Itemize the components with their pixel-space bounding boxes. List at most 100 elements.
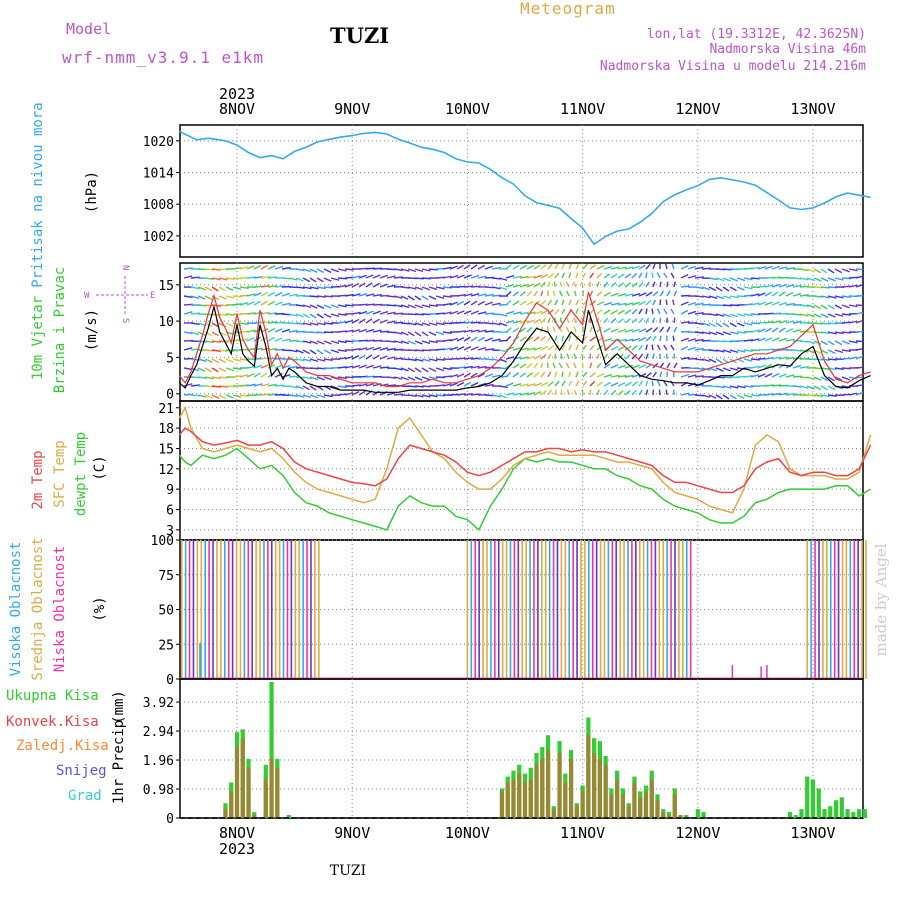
wind-arrow xyxy=(526,372,534,378)
wind-arrow xyxy=(393,304,403,308)
wind-arrow xyxy=(274,265,284,270)
wind-arrow xyxy=(792,328,802,333)
wind-arrow xyxy=(540,326,544,333)
wind-arrow xyxy=(218,349,228,352)
wind-arrow xyxy=(656,272,661,279)
wind-arrow xyxy=(785,267,795,270)
wind-arrow xyxy=(330,277,340,281)
precip-conv-bar xyxy=(620,794,626,818)
precip-conv-bar xyxy=(603,764,608,818)
wind-arrow xyxy=(560,353,563,360)
precip-total-bar xyxy=(793,815,798,818)
pressure-line xyxy=(179,130,871,246)
wind-arrow xyxy=(449,374,459,378)
wind-arrow xyxy=(512,300,520,306)
wind-arrow xyxy=(393,340,403,344)
wind-arrow xyxy=(421,268,431,272)
wind-arrow xyxy=(267,321,277,324)
wind-arrow xyxy=(484,373,493,378)
precip-total-bar xyxy=(701,812,706,818)
wind-arrow xyxy=(225,367,235,372)
wind-arrow xyxy=(659,335,662,342)
wind-arrow xyxy=(372,318,380,324)
wind-arrow xyxy=(365,328,375,333)
wind-arrow xyxy=(365,310,374,315)
day-label-bottom: 13NOV xyxy=(790,824,835,842)
wind-arrow xyxy=(470,264,478,270)
wind-arrow xyxy=(505,274,515,279)
wind-arrow xyxy=(603,265,613,270)
wind-arrow xyxy=(449,265,458,270)
wind-arrow xyxy=(855,311,863,315)
wind-arrow xyxy=(848,392,858,396)
y-tick-label: 0 xyxy=(166,388,174,403)
wind-arrow xyxy=(848,284,858,288)
wind-arrow xyxy=(323,394,333,398)
wind-arrow xyxy=(309,304,318,309)
day-label-bottom: 11NOV xyxy=(560,824,605,842)
wind-arrow xyxy=(330,340,340,345)
wind-arrow xyxy=(582,344,587,351)
wind-arrow xyxy=(722,385,732,389)
wind-arrow xyxy=(526,264,535,270)
wind-arrow xyxy=(659,281,662,288)
wind-arrow xyxy=(211,394,220,400)
wind-arrow xyxy=(617,374,627,378)
wind-arrow xyxy=(841,376,850,381)
precip-conv-bar xyxy=(263,779,268,818)
wind-arrow xyxy=(183,275,193,279)
wind-arrow xyxy=(218,358,227,364)
wind-arrow xyxy=(295,349,304,354)
wind-arrow xyxy=(827,331,837,335)
year-bottom: 2023 xyxy=(219,840,255,858)
wind-arrow xyxy=(211,358,220,364)
wind-arrow xyxy=(421,286,431,291)
y-tick-label: 0 xyxy=(166,673,174,688)
wind-arrow xyxy=(799,294,809,297)
wind-arrow xyxy=(680,301,689,306)
wind-arrow xyxy=(239,302,249,306)
wind-arrow xyxy=(470,336,478,342)
wind-arrow xyxy=(351,311,361,315)
wind-arrow xyxy=(316,313,324,319)
wind-arrow xyxy=(771,373,780,378)
wind-arrow xyxy=(519,275,529,279)
wind-arrow xyxy=(820,322,830,325)
wind-arrow xyxy=(477,346,487,351)
wind-arrow xyxy=(302,286,312,290)
wind-arrow xyxy=(533,354,542,360)
wind-arrow xyxy=(736,313,746,317)
wind-arrow xyxy=(827,358,837,361)
wind-arrow xyxy=(603,353,609,360)
wind-arrow xyxy=(512,264,520,270)
wind-arrow xyxy=(295,304,305,307)
wind-arrow xyxy=(566,353,570,360)
wind-arrow xyxy=(190,295,200,300)
wind-arrow xyxy=(560,389,563,396)
wind-arrow xyxy=(603,301,613,306)
wind-arrow xyxy=(309,268,318,273)
wind-arrow xyxy=(267,327,276,333)
wind-arrow xyxy=(540,299,547,306)
elevation: Nadmorska Visina 46m xyxy=(709,42,866,57)
wind-arrow xyxy=(806,349,815,354)
wind-arrow xyxy=(456,393,466,396)
wind-arrow xyxy=(337,366,347,369)
wind-arrow xyxy=(666,362,671,369)
wind-arrow xyxy=(414,304,424,309)
wind-arrow xyxy=(505,283,515,288)
wind-arrow xyxy=(204,394,213,399)
wind-arrow xyxy=(561,371,564,378)
wind-arrow xyxy=(463,345,472,351)
footer-station: TUZI xyxy=(330,863,366,879)
wind-arrow xyxy=(372,329,382,333)
wind-arrow xyxy=(834,340,843,346)
wind-arrow xyxy=(687,382,696,387)
wind-arrow xyxy=(491,338,501,342)
wind-arrow xyxy=(575,272,579,279)
wind-arrow xyxy=(813,394,823,398)
wind-arrow xyxy=(288,293,298,297)
precip-conv-bar xyxy=(574,806,579,818)
wind-arrow xyxy=(267,364,276,369)
wind-arrow xyxy=(484,301,493,306)
